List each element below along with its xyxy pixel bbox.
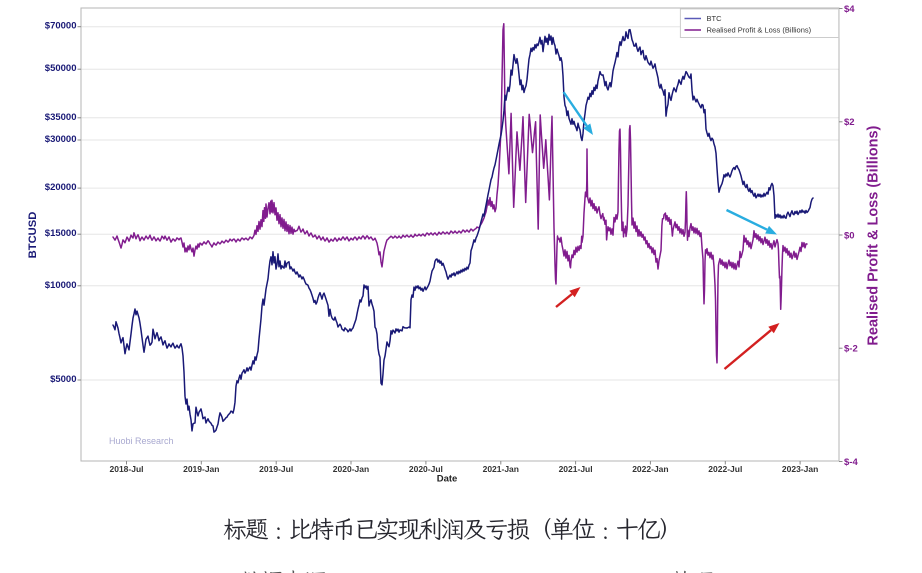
svg-text:$-4: $-4 <box>844 457 858 468</box>
svg-text:2021-Jan: 2021-Jan <box>483 464 519 474</box>
svg-text:2022-Jul: 2022-Jul <box>708 464 742 474</box>
svg-text:2020-Jan: 2020-Jan <box>333 464 369 474</box>
svg-text:$15000: $15000 <box>45 228 77 239</box>
svg-text:Huobi Research: Huobi Research <box>109 436 174 446</box>
svg-text:2022-Jan: 2022-Jan <box>632 464 668 474</box>
svg-text:Date: Date <box>437 474 458 485</box>
svg-text:$10000: $10000 <box>45 280 77 291</box>
svg-text:$20000: $20000 <box>45 182 77 193</box>
svg-text:$2: $2 <box>844 117 855 128</box>
svg-text:$50000: $50000 <box>45 63 77 74</box>
svg-text:$30000: $30000 <box>45 134 77 145</box>
svg-text:$0: $0 <box>844 230 855 241</box>
svg-text:$35000: $35000 <box>45 112 77 123</box>
svg-text:2023-Jan: 2023-Jan <box>782 464 818 474</box>
svg-text:2019-Jan: 2019-Jan <box>183 464 219 474</box>
svg-text:$-2: $-2 <box>844 344 858 355</box>
svg-text:Realised Profit & Loss (Billio: Realised Profit & Loss (Billions) <box>707 26 812 35</box>
svg-text:$4: $4 <box>844 4 855 15</box>
svg-text:2019-Jul: 2019-Jul <box>259 464 293 474</box>
svg-text:BTC: BTC <box>707 14 723 23</box>
svg-text:$5000: $5000 <box>50 374 76 385</box>
svg-text:2020-Jul: 2020-Jul <box>409 464 443 474</box>
svg-text:$70000: $70000 <box>45 21 77 32</box>
svg-text:2018-Jul: 2018-Jul <box>109 464 143 474</box>
svg-text:Realised Profit & Loss (Billio: Realised Profit & Loss (Billions) <box>866 125 882 345</box>
svg-text:BTCUSD: BTCUSD <box>27 212 39 259</box>
svg-text:2021-Jul: 2021-Jul <box>559 464 593 474</box>
